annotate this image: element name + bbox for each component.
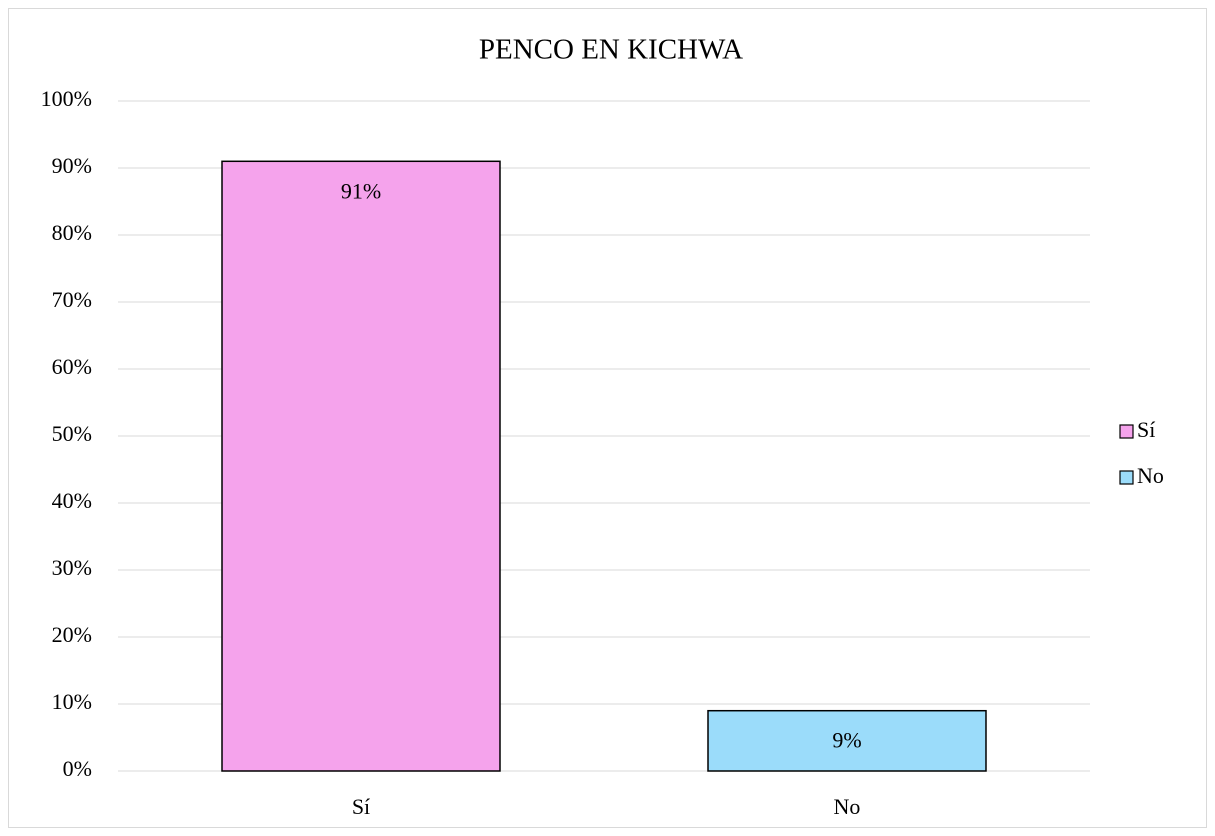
- y-tick-label: 20%: [52, 622, 92, 647]
- data-label: 9%: [832, 728, 861, 753]
- y-tick-label: 30%: [52, 555, 92, 580]
- legend-swatch: [1119, 424, 1134, 439]
- y-tick-label: 80%: [52, 220, 92, 245]
- y-tick-label: 50%: [52, 421, 92, 446]
- chart-title: PENCO EN KICHWA: [479, 34, 743, 66]
- x-tick-label: No: [834, 794, 861, 819]
- y-tick-label: 60%: [52, 354, 92, 379]
- y-tick-label: 0%: [63, 756, 92, 781]
- chart-border: [8, 8, 1207, 828]
- y-tick-label: 70%: [52, 287, 92, 312]
- x-tick-label: Sí: [352, 794, 370, 819]
- bar: [707, 709, 987, 772]
- y-tick-label: 10%: [52, 689, 92, 714]
- y-tick-label: 40%: [52, 488, 92, 513]
- legend-swatch: [1119, 470, 1134, 485]
- y-tick-label: 100%: [41, 86, 92, 111]
- legend-label: Sí: [1137, 417, 1155, 442]
- y-tick-label: 90%: [52, 153, 92, 178]
- data-label: 91%: [341, 178, 381, 203]
- legend-label: No: [1137, 463, 1164, 488]
- bar: [221, 160, 501, 772]
